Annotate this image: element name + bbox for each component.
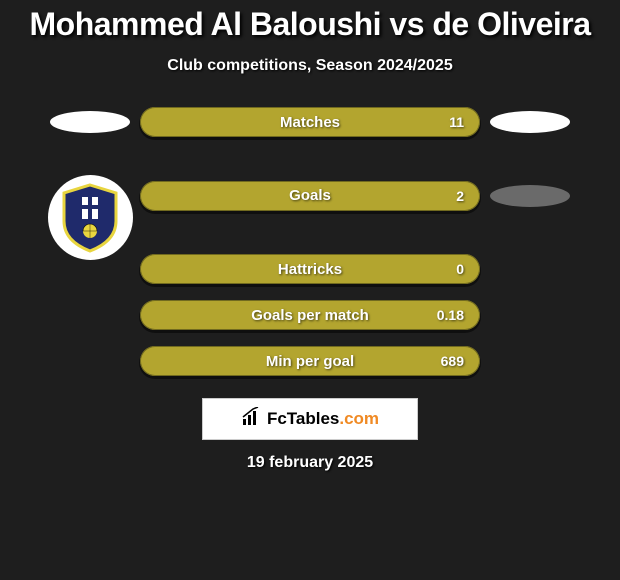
page-title: Mohammed Al Baloushi vs de Oliveira [0, 6, 620, 43]
stat-pill: Min per goal 689 [140, 346, 480, 376]
stat-label: Hattricks [278, 261, 342, 278]
brand-text: FcTables.com [267, 409, 379, 429]
stat-value: 0 [456, 261, 464, 277]
stat-label: Min per goal [266, 353, 354, 370]
club-crest [48, 175, 133, 260]
stat-pill: Matches 11 [140, 107, 480, 137]
stat-value: 689 [441, 353, 464, 369]
date-label: 19 february 2025 [0, 454, 620, 472]
stat-row: Goals per match 0.18 [0, 300, 620, 330]
brand-attribution[interactable]: FcTables.com [202, 398, 418, 440]
stat-value: 0.18 [437, 307, 464, 323]
stat-row: Goals 2 [0, 153, 620, 238]
comparison-card: Mohammed Al Baloushi vs de Oliveira Club… [0, 0, 620, 472]
stat-pill: Hattricks 0 [140, 254, 480, 284]
stat-value: 2 [456, 188, 464, 204]
player-chip [490, 111, 570, 133]
player-chip [490, 185, 570, 207]
left-marker-slot [40, 111, 140, 133]
right-marker-slot [480, 111, 580, 133]
stat-value: 11 [449, 114, 464, 130]
stat-pill: Goals per match 0.18 [140, 300, 480, 330]
bars-icon [241, 407, 263, 432]
stat-row: Min per goal 689 [0, 346, 620, 376]
stats-rows: Matches 11 Goals 2 Hattricks 0 Goals per matc… [0, 107, 620, 376]
stat-row: Matches 11 [0, 107, 620, 137]
stat-label: Matches [280, 114, 340, 131]
stat-label: Goals [289, 187, 331, 204]
stat-label: Goals per match [251, 307, 369, 324]
left-marker-slot [40, 153, 140, 238]
stat-pill: Goals 2 [140, 181, 480, 211]
subtitle: Club competitions, Season 2024/2025 [0, 57, 620, 75]
right-marker-slot [480, 185, 580, 207]
player-chip [50, 111, 130, 133]
